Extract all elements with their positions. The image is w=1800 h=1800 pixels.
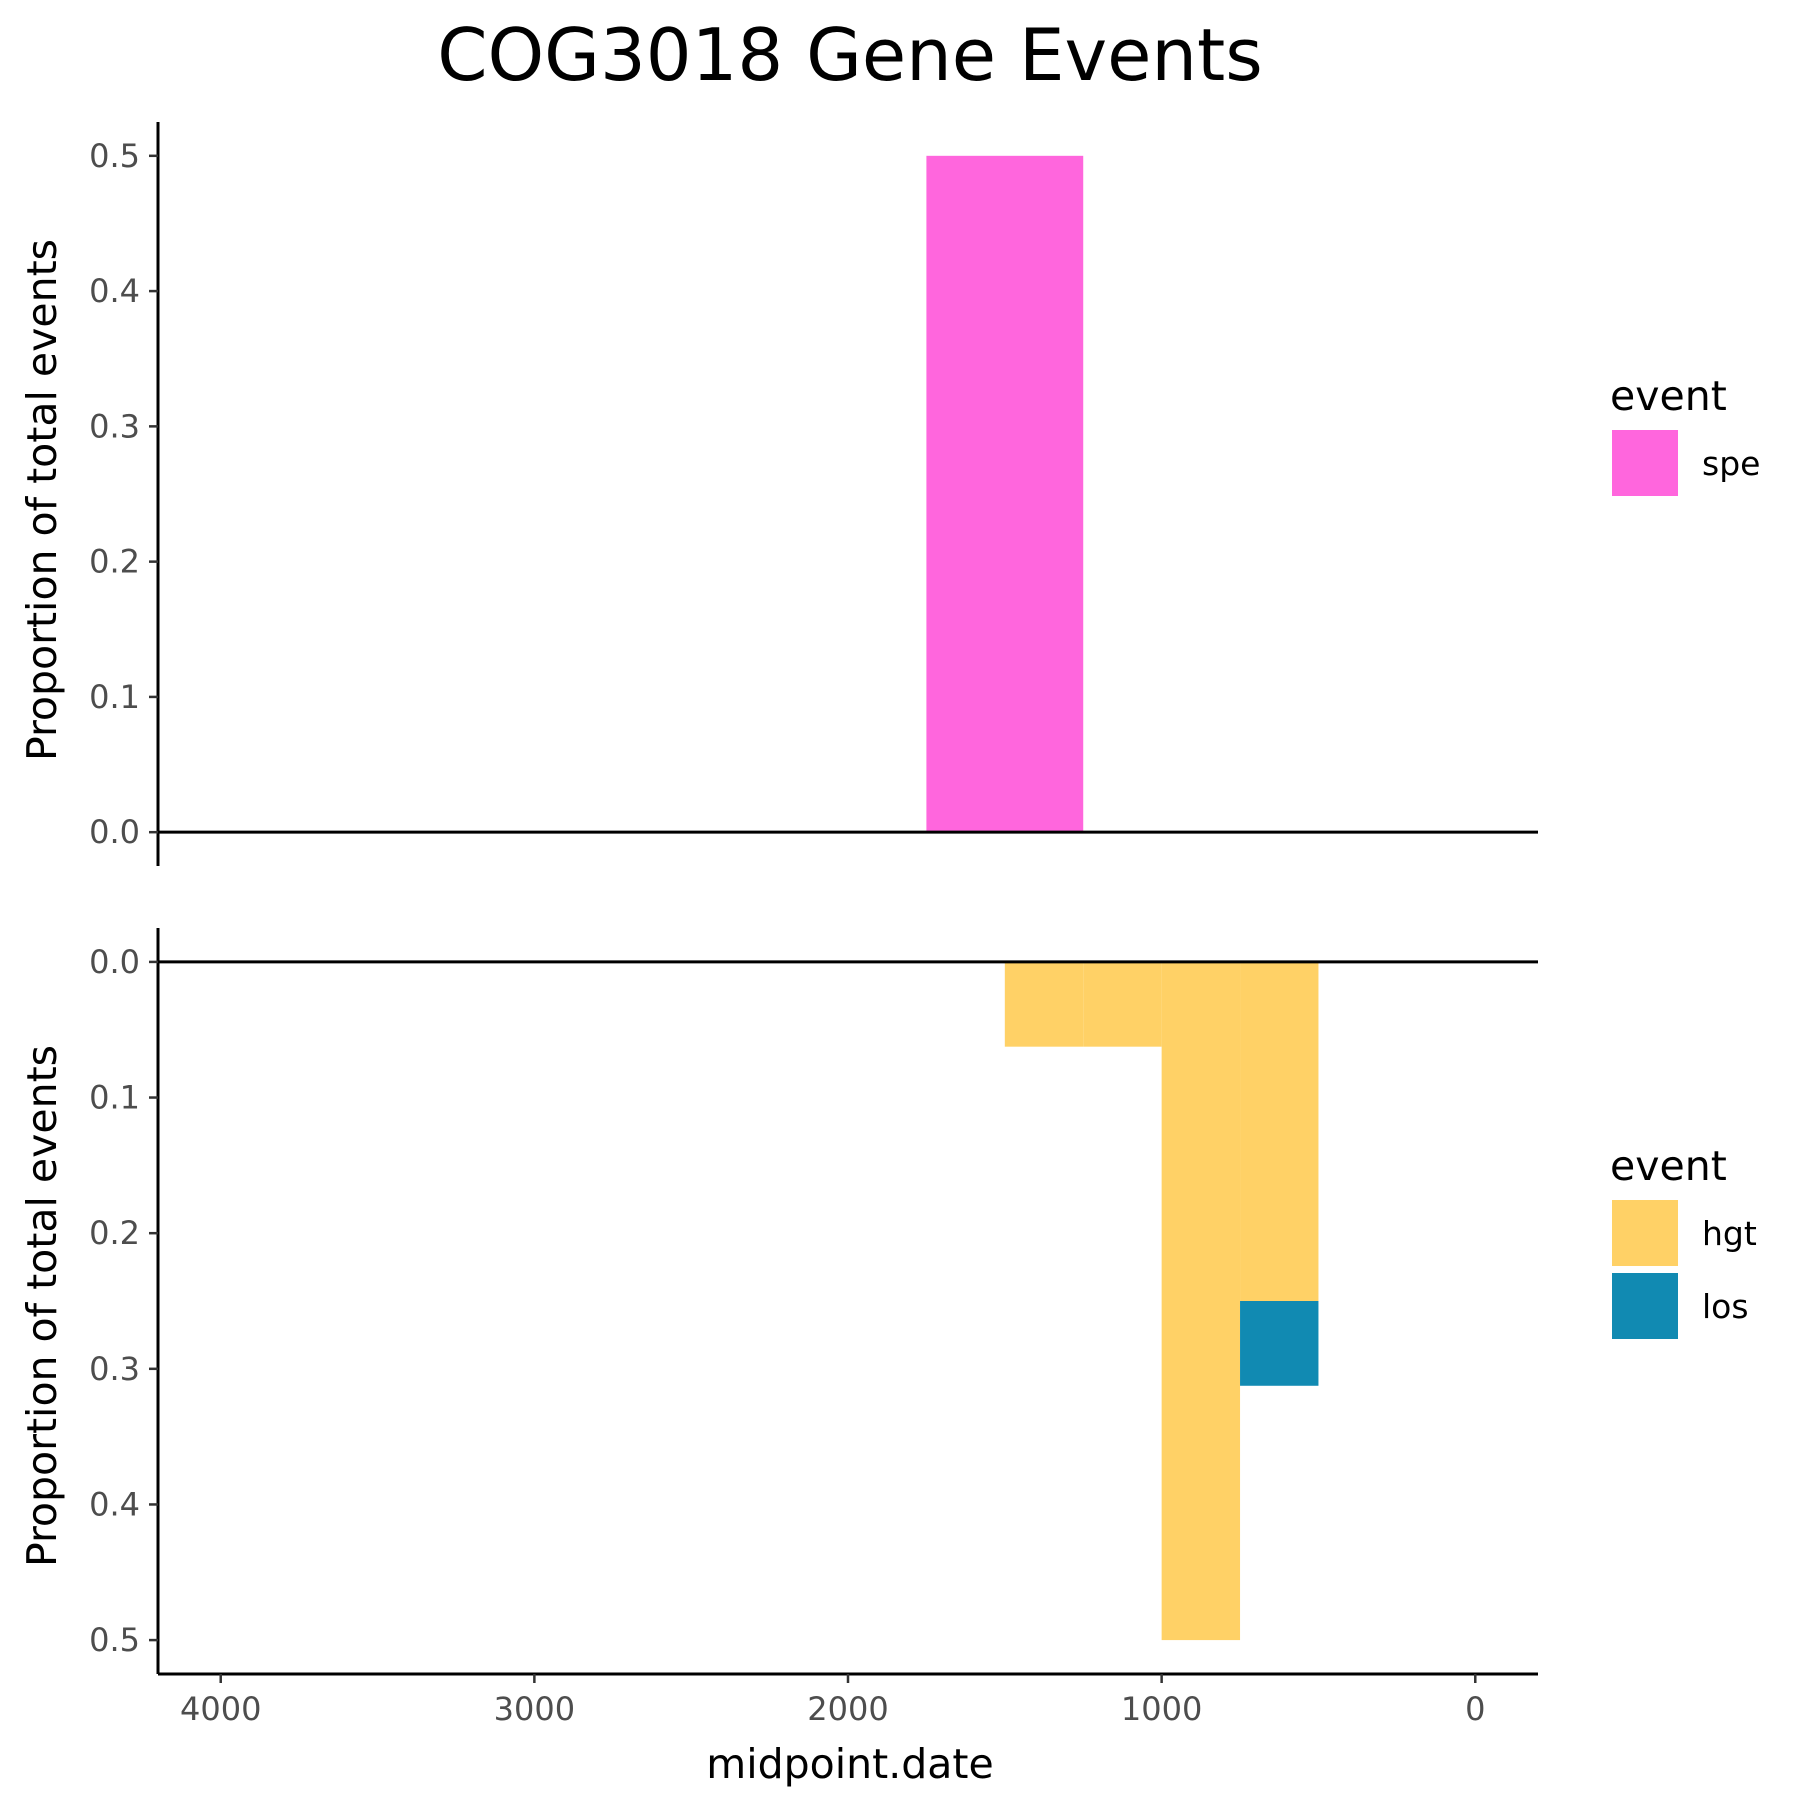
- y-tick-label: 0.2: [89, 543, 140, 581]
- x-tick-label: 1000: [1121, 1690, 1202, 1728]
- x-tick-label: 4000: [180, 1690, 261, 1728]
- y-tick-label: 0.0: [89, 943, 140, 981]
- legend-top: event spe: [1610, 372, 1760, 496]
- bar-hgt-0: [1004, 961, 1084, 1047]
- y-tick-label: 0.5: [89, 1621, 140, 1659]
- legend-label-los: los: [1702, 1287, 1749, 1326]
- bar-los-0: [1240, 1301, 1319, 1386]
- legend-label-spe: spe: [1702, 444, 1760, 483]
- y-tick-label: 0.4: [89, 272, 140, 310]
- legend-title: event: [1610, 372, 1727, 420]
- y-tick-label: 0.0: [89, 813, 140, 851]
- y-tick-label: 0.3: [89, 407, 140, 445]
- y-tick-label: 0.1: [89, 1079, 140, 1117]
- y-axis-title-bottom: Proportion of total events: [18, 1045, 66, 1567]
- y-tick-label: 0.5: [89, 137, 140, 175]
- bar-spe-0: [926, 155, 1084, 833]
- legend-key-spe: [1612, 430, 1678, 496]
- x-tick-label: 2000: [807, 1690, 888, 1728]
- bar-hgt-3: [1240, 961, 1319, 1301]
- bar-hgt-1: [1083, 961, 1162, 1047]
- y-tick-label: 0.4: [89, 1485, 140, 1523]
- legend-label-hgt: hgt: [1702, 1214, 1757, 1253]
- y-tick-label: 0.3: [89, 1350, 140, 1388]
- x-tick-label: 0: [1465, 1690, 1485, 1728]
- y-tick-label: 0.2: [89, 1214, 140, 1252]
- panel-bottom: 0.0 0.1 0.2 0.3 0.4 0.5 4000 3000 2000 1000 0: [89, 928, 1538, 1728]
- legend-key-hgt: [1612, 1200, 1678, 1266]
- y-tick-label: 0.1: [89, 678, 140, 716]
- chart-title: COG3018 Gene Events: [437, 13, 1263, 97]
- bar-hgt-2: [1161, 961, 1241, 1641]
- x-axis-title: midpoint.date: [706, 1740, 993, 1788]
- panel-top: 0.0 0.1 0.2 0.3 0.4 0.5: [89, 122, 1538, 866]
- legend-bottom: event hgt los: [1610, 1142, 1757, 1339]
- legend-title: event: [1610, 1142, 1727, 1190]
- y-axis-title-top: Proportion of total events: [18, 239, 66, 761]
- x-tick-label: 3000: [494, 1690, 575, 1728]
- legend-key-los: [1612, 1273, 1678, 1339]
